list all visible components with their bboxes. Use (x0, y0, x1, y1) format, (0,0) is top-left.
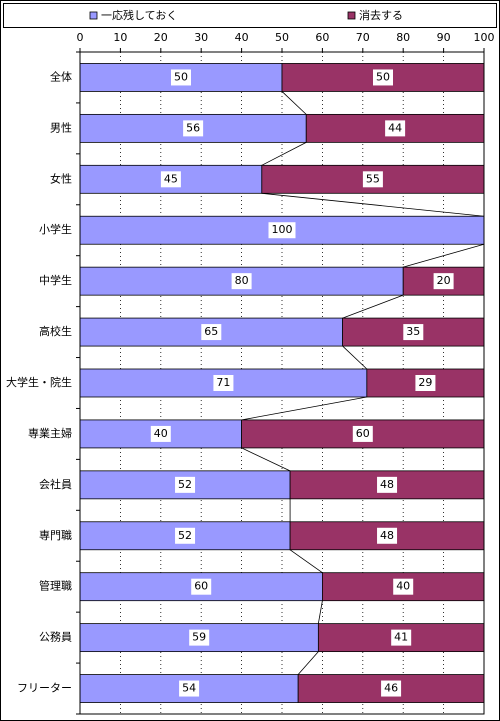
x-tick-label: 80 (396, 31, 410, 44)
value-label: 56 (186, 121, 200, 134)
value-label: 100 (272, 223, 293, 236)
value-label: 40 (396, 580, 410, 593)
series-line (342, 345, 368, 370)
value-label-bg (183, 120, 204, 137)
value-label: 50 (174, 70, 188, 83)
value-label-bg (352, 425, 373, 442)
value-label: 55 (366, 172, 380, 185)
x-tick-label: 100 (474, 31, 495, 44)
y-tick-label: 女性 (50, 171, 72, 185)
x-tick-label: 40 (235, 31, 249, 44)
value-label: 59 (192, 631, 206, 644)
x-tick-label: 50 (275, 31, 289, 44)
value-label-bg (391, 629, 412, 646)
value-label: 48 (380, 478, 394, 491)
series-line (261, 142, 307, 166)
value-label-bg (213, 375, 234, 391)
value-label: 46 (384, 682, 398, 695)
value-label: 48 (380, 529, 394, 542)
value-label-bg (377, 476, 398, 493)
x-tick-label: 30 (194, 31, 208, 44)
value-label: 52 (178, 478, 192, 491)
y-tick-label: 小学生 (39, 222, 72, 236)
series-line (297, 651, 319, 675)
legend-swatch (347, 11, 356, 20)
y-tick-label: 専業主婦 (28, 426, 72, 440)
series-line (342, 294, 404, 319)
value-label: 60 (356, 427, 370, 440)
value-label-bg (231, 273, 252, 290)
legend-label: 消去する (359, 8, 403, 22)
x-tick-label: 0 (77, 31, 84, 44)
value-label-bg (175, 527, 196, 544)
value-label-bg (171, 69, 191, 86)
value-label-bg (179, 680, 200, 697)
y-tick-label: 全体 (50, 69, 72, 83)
value-label-bg (191, 578, 212, 595)
y-tick-label: 高校生 (39, 324, 72, 338)
value-label-bg (268, 222, 296, 239)
value-label: 60 (194, 580, 208, 593)
value-label: 71 (216, 376, 230, 389)
series-line (281, 91, 307, 115)
series-line (289, 549, 323, 574)
y-tick-label: 男性 (50, 120, 72, 134)
value-label-bg (373, 69, 393, 86)
x-tick-label: 20 (154, 31, 168, 44)
x-tick-label: 70 (356, 31, 370, 44)
value-label-bg (362, 171, 383, 188)
bar-segment (261, 164, 485, 194)
y-tick-label: フリーター (17, 682, 72, 695)
x-tick-label: 60 (315, 31, 329, 44)
value-label: 29 (418, 376, 432, 389)
value-label: 54 (182, 682, 196, 695)
y-tick-label: 管理職 (39, 579, 72, 593)
value-label: 40 (154, 427, 168, 440)
value-label: 50 (376, 70, 390, 83)
value-label: 65 (204, 325, 218, 338)
value-label-bg (385, 120, 406, 137)
legend-label: 一応残しておく (101, 8, 177, 22)
legend-box (3, 3, 497, 28)
y-tick-label: 公務員 (39, 630, 72, 644)
value-label-bg (189, 629, 210, 646)
value-label: 52 (178, 529, 192, 542)
series-line (241, 396, 367, 421)
value-label-bg (415, 375, 436, 391)
value-label-bg (160, 171, 181, 188)
series-line (261, 192, 485, 217)
y-tick-label: 大学生・院生 (6, 375, 72, 389)
series-line (403, 243, 485, 268)
value-label: 45 (164, 172, 178, 185)
value-label: 35 (406, 325, 420, 338)
value-label: 44 (388, 121, 402, 134)
value-label: 20 (437, 274, 451, 287)
value-label: 41 (394, 631, 408, 644)
value-label-bg (433, 273, 454, 290)
value-label-bg (150, 425, 171, 442)
x-tick-label: 10 (113, 31, 127, 44)
x-tick-label: 90 (437, 31, 451, 44)
plot-border (79, 51, 485, 715)
value-label-bg (393, 578, 414, 595)
value-label-bg (201, 324, 222, 341)
value-label-bg (403, 324, 424, 341)
y-tick-label: 中学生 (39, 273, 72, 287)
value-label: 80 (235, 274, 249, 287)
value-label-bg (381, 680, 402, 697)
y-tick-label: 会社員 (39, 477, 72, 491)
y-tick-label: 専門職 (39, 529, 72, 542)
value-label-bg (377, 527, 398, 544)
value-label-bg (175, 476, 196, 493)
series-line (241, 447, 291, 472)
series-line (317, 600, 323, 624)
legend-swatch (89, 11, 98, 20)
